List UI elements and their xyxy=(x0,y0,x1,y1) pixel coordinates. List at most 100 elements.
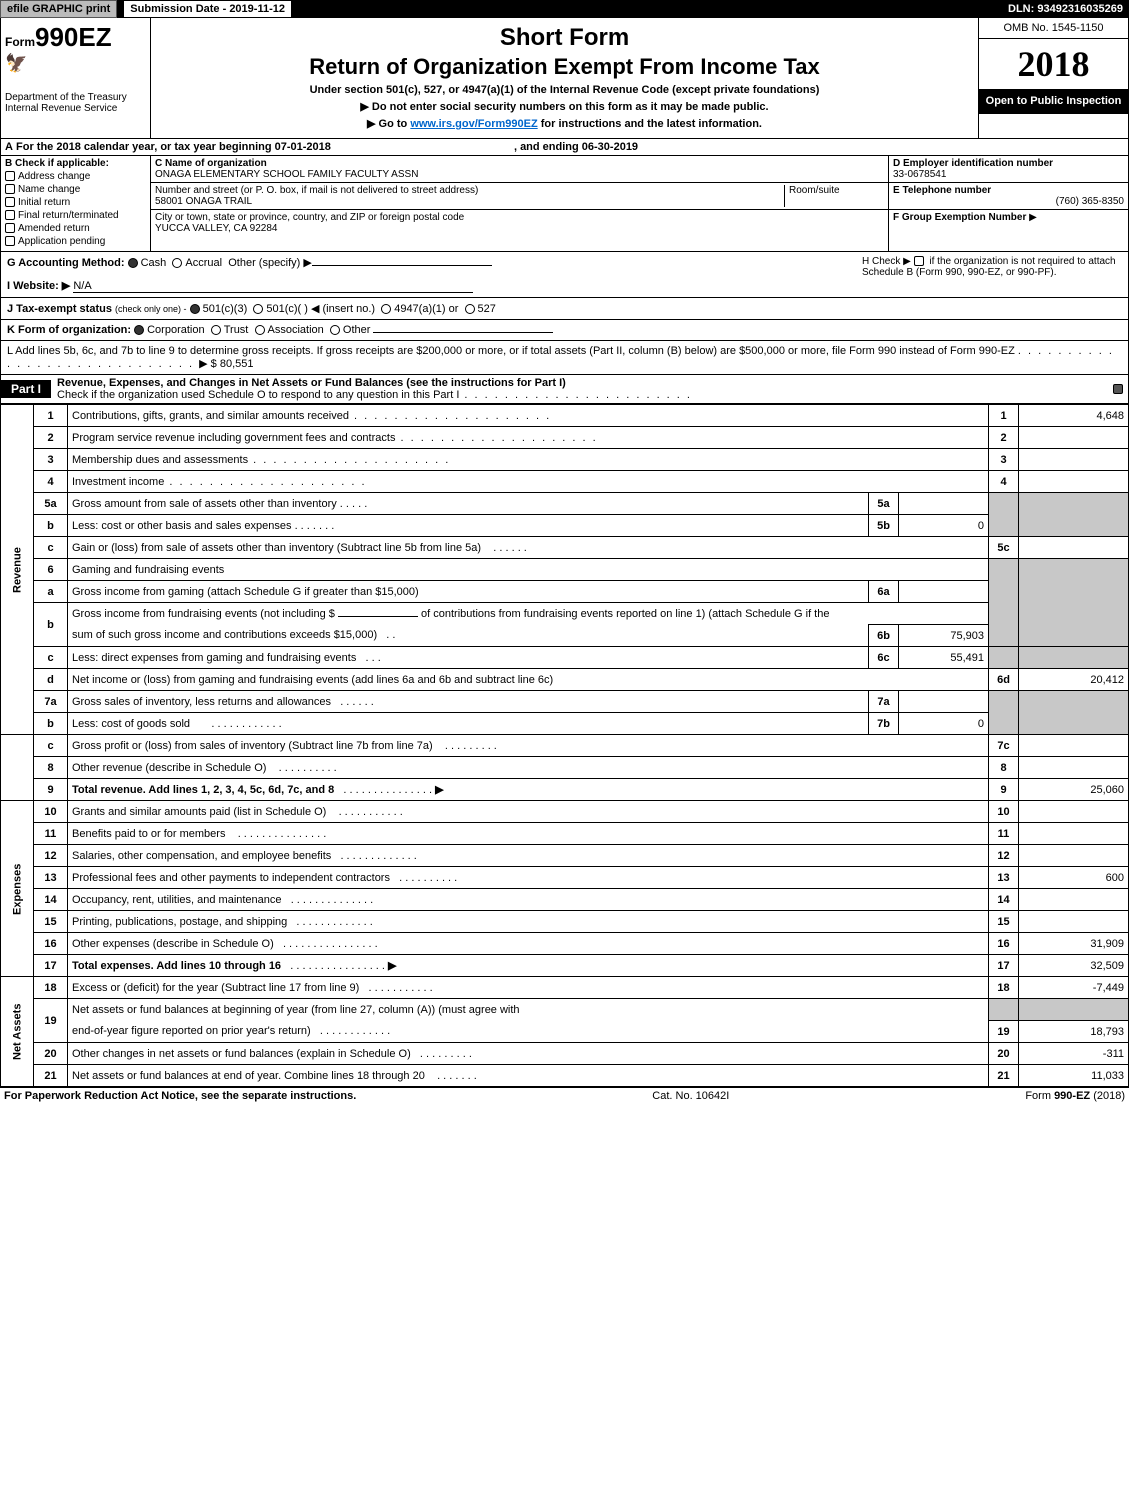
ln-18-no: 18 xyxy=(34,977,68,999)
ln-5b-desc: Less: cost or other basis and sales expe… xyxy=(72,520,292,532)
ln-6-no: 6 xyxy=(34,559,68,581)
irs-form-link[interactable]: www.irs.gov/Form990EZ xyxy=(410,118,537,130)
org-name-label: C Name of organization xyxy=(155,158,884,169)
ln-12-desc: Salaries, other compensation, and employ… xyxy=(72,850,331,862)
chk-schedule-o-used[interactable] xyxy=(1113,384,1123,394)
chk-initial-return[interactable] xyxy=(5,197,15,207)
ln-11-val xyxy=(1019,823,1129,845)
lbl-corporation: Corporation xyxy=(147,324,204,336)
ln-20-desc: Other changes in net assets or fund bala… xyxy=(72,1048,411,1060)
ln-15-desc: Printing, publications, postage, and shi… xyxy=(72,916,287,928)
ln-6d-val: 20,412 xyxy=(1019,669,1129,691)
ln-5a-no: 5a xyxy=(34,493,68,515)
ln-6d-rtno: 6d xyxy=(989,669,1019,691)
ln-6c-no: c xyxy=(34,647,68,669)
radio-accrual[interactable] xyxy=(172,258,182,268)
room-suite-label: Room/suite xyxy=(789,185,884,196)
radio-cash[interactable] xyxy=(128,258,138,268)
revenue-side-label: Revenue xyxy=(1,405,34,735)
box-h: H Check ▶ if the organization is not req… xyxy=(862,256,1122,293)
street-label: Number and street (or P. O. box, if mail… xyxy=(155,185,784,196)
org-name-address: C Name of organization ONAGA ELEMENTARY … xyxy=(151,156,888,251)
ln-10-no: 10 xyxy=(34,801,68,823)
efile-print-button[interactable]: efile GRAPHIC print xyxy=(0,0,117,18)
part-1-tag: Part I xyxy=(1,380,51,398)
line-l-amount: ▶ $ 80,551 xyxy=(199,358,253,370)
ln-6a-no: a xyxy=(34,581,68,603)
chk-final-return[interactable] xyxy=(5,210,15,220)
ln-6b-desc-a: Gross income from fundraising events (no… xyxy=(72,608,338,620)
radio-501c[interactable] xyxy=(253,304,263,314)
ln-4-val xyxy=(1019,471,1129,493)
ln-7b-midno: 7b xyxy=(869,713,899,735)
ln-21-rtno: 21 xyxy=(989,1065,1019,1087)
line-l-text: L Add lines 5b, 6c, and 7b to line 9 to … xyxy=(7,345,1015,357)
ln-11-no: 11 xyxy=(34,823,68,845)
ln-6c-midval: 55,491 xyxy=(899,647,989,669)
submission-date-badge: Submission Date - 2019-11-12 xyxy=(123,0,292,18)
ln-19-desc-b: end-of-year figure reported on prior yea… xyxy=(72,1025,311,1037)
ln-7a-desc: Gross sales of inventory, less returns a… xyxy=(72,696,331,708)
ln-19-no: 19 xyxy=(34,999,68,1043)
irs-label: Internal Revenue Service xyxy=(5,103,146,114)
ln-5c-rtno: 5c xyxy=(989,537,1019,559)
group-arrow-icon: ▶ xyxy=(1029,212,1037,223)
ln-21-no: 21 xyxy=(34,1065,68,1087)
ln-16-no: 16 xyxy=(34,933,68,955)
other-org-input[interactable] xyxy=(373,332,553,333)
ln-1-rtno: 1 xyxy=(989,405,1019,427)
instructions-link-line: ▶ Go to www.irs.gov/Form990EZ for instru… xyxy=(161,117,968,130)
ln-19-val: 18,793 xyxy=(1019,1021,1129,1043)
lbl-address-change: Address change xyxy=(18,171,90,182)
ein-value: 33-0678541 xyxy=(893,169,1124,180)
ln-19-grey-val xyxy=(1019,999,1129,1021)
radio-501c3[interactable] xyxy=(190,304,200,314)
ln-8-desc: Other revenue (describe in Schedule O) xyxy=(72,762,266,774)
chk-amended-return[interactable] xyxy=(5,223,15,233)
accounting-method-label: G Accounting Method: xyxy=(7,257,125,269)
chk-application-pending[interactable] xyxy=(5,236,15,246)
ln-6a-midval xyxy=(899,581,989,603)
ln-6d-desc: Net income or (loss) from gaming and fun… xyxy=(68,669,989,691)
ln-3-no: 3 xyxy=(34,449,68,471)
lbl-final-return: Final return/terminated xyxy=(18,210,119,221)
ln-20-no: 20 xyxy=(34,1043,68,1065)
ln-5b-midno: 5b xyxy=(869,515,899,537)
radio-association[interactable] xyxy=(255,325,265,335)
ln-7a-no: 7a xyxy=(34,691,68,713)
ln-9-val: 25,060 xyxy=(1019,779,1129,801)
chk-schedule-b-not-required[interactable] xyxy=(914,256,924,266)
lbl-527: 527 xyxy=(478,303,496,315)
lbl-cash: Cash xyxy=(141,257,167,269)
box-b-label: B Check if applicable: xyxy=(5,158,146,169)
ein-label: D Employer identification number xyxy=(893,158,1124,169)
ln-7a-midno: 7a xyxy=(869,691,899,713)
radio-trust[interactable] xyxy=(211,325,221,335)
radio-other-org[interactable] xyxy=(330,325,340,335)
radio-4947a1[interactable] xyxy=(381,304,391,314)
ln-6b-no: b xyxy=(34,603,68,647)
other-specify-input[interactable] xyxy=(312,265,492,266)
ln-6-grey-val xyxy=(1019,559,1129,647)
ln-5b-midval: 0 xyxy=(899,515,989,537)
ln-16-desc: Other expenses (describe in Schedule O) xyxy=(72,938,274,950)
group-exemption-label: F Group Exemption Number xyxy=(893,212,1026,223)
ln-11-rtno: 11 xyxy=(989,823,1019,845)
ln-13-no: 13 xyxy=(34,867,68,889)
lbl-initial-return: Initial return xyxy=(18,197,70,208)
radio-527[interactable] xyxy=(465,304,475,314)
ln-4-no: 4 xyxy=(34,471,68,493)
ln-8-no: 8 xyxy=(34,757,68,779)
ln-7b-desc: Less: cost of goods sold xyxy=(72,718,190,730)
ln-7b-midval: 0 xyxy=(899,713,989,735)
ln-6a-desc: Gross income from gaming (attach Schedul… xyxy=(68,581,869,603)
chk-address-change[interactable] xyxy=(5,171,15,181)
ln-7c-no: c xyxy=(34,735,68,757)
ln-3-val xyxy=(1019,449,1129,471)
chk-name-change[interactable] xyxy=(5,184,15,194)
ln-6b-amount-input[interactable] xyxy=(338,616,418,617)
ln-12-val xyxy=(1019,845,1129,867)
line-l-gross-receipts: L Add lines 5b, 6c, and 7b to line 9 to … xyxy=(0,341,1129,375)
city-value: YUCCA VALLEY, CA 92284 xyxy=(155,223,884,234)
radio-corporation[interactable] xyxy=(134,325,144,335)
